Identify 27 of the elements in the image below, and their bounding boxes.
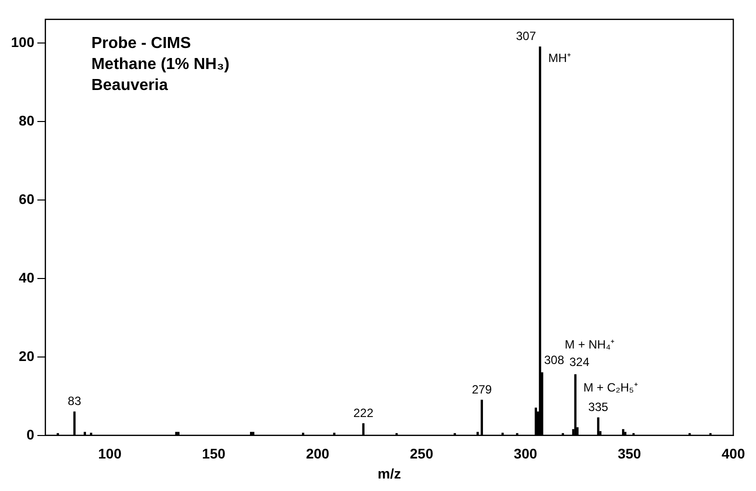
y-tick-label: 60 [18, 190, 35, 207]
x-axis-title: m/z [378, 465, 402, 482]
annotation: 279 [472, 382, 492, 396]
annotation: 83 [68, 394, 82, 408]
annotation: 324 [569, 354, 590, 369]
x-tick-label: 300 [514, 446, 538, 462]
annotation: M + C₂H₅⁺ [583, 380, 638, 395]
annotation: 222 [353, 406, 374, 420]
annotation: M + NH₄⁺ [564, 337, 615, 352]
annotation: Probe - CIMS [91, 34, 192, 52]
x-tick-label: 250 [410, 446, 434, 462]
annotation: 335 [588, 400, 609, 414]
annotation: 308 [544, 352, 564, 367]
y-tick-label: 80 [18, 112, 35, 128]
y-tick-label: 40 [18, 269, 35, 286]
annotation: MH⁺ [548, 50, 571, 65]
x-tick-label: 350 [618, 446, 642, 462]
x-tick-label: 100 [98, 446, 122, 462]
y-tick-label: 0 [26, 426, 35, 442]
y-tick-label: 20 [18, 348, 35, 364]
x-tick-label: 400 [722, 446, 746, 462]
annotation: Beauveria [91, 76, 168, 94]
x-tick-label: 200 [306, 446, 330, 462]
annotation: 307 [516, 29, 536, 44]
y-tick-label: 100 [11, 34, 35, 50]
annotation: Methane (1% NH₃) [91, 56, 230, 73]
x-tick-label: 150 [202, 446, 226, 462]
